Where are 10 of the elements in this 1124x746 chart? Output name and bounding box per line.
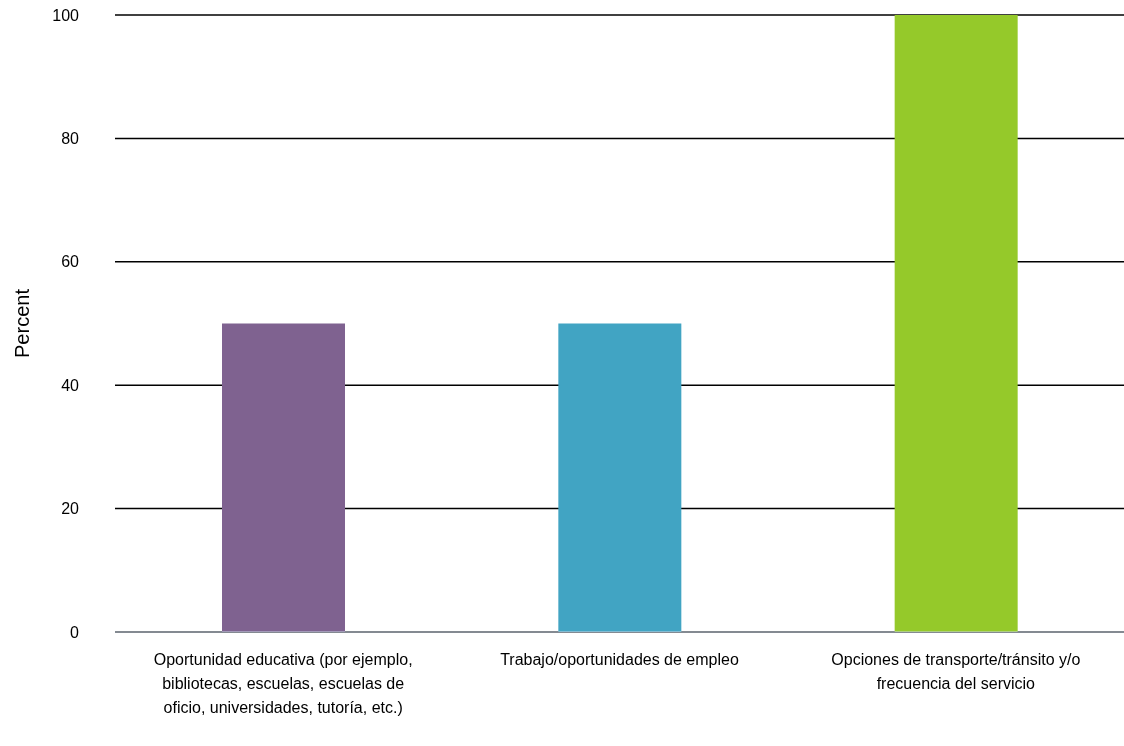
- y-tick-label: 80: [61, 130, 80, 148]
- y-tick-label: 40: [61, 376, 80, 394]
- y-tick-label: 100: [52, 6, 80, 24]
- y-tick-label: 0: [70, 623, 80, 641]
- x-tick-label: Oportunidad educativa (por ejemplo, bibliotecas, escuelas, escuelas de oficio, universidades, tutoría, etc.): [153, 651, 413, 717]
- y-tick-label: 20: [61, 500, 80, 518]
- x-tick-label: Trabajo/oportunidades de empleo: [500, 651, 739, 669]
- x-tick-label: Opciones de transporte/tránsito y/o frecuencia del servicio: [831, 651, 1081, 693]
- y-tick-label: 60: [61, 253, 80, 271]
- y-axis-title: Percent: [11, 288, 34, 358]
